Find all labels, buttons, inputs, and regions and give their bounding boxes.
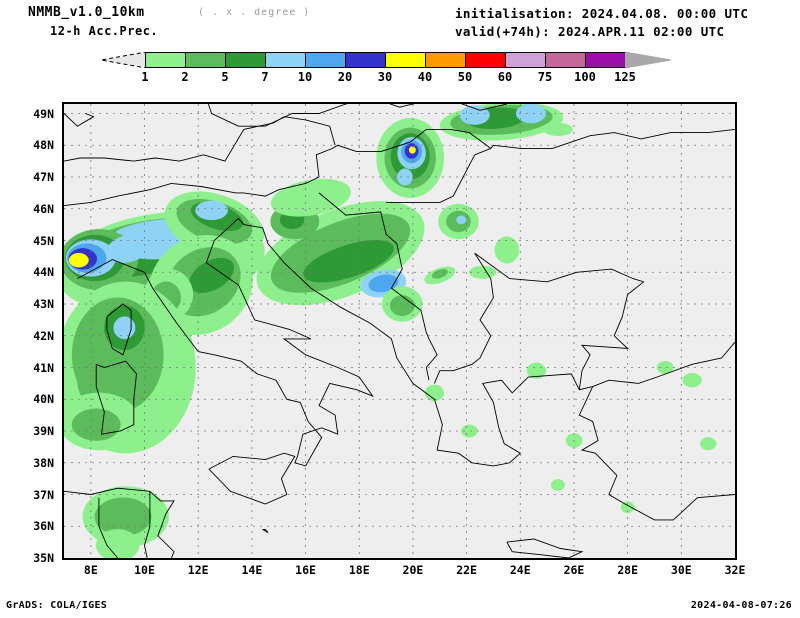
- lat-tick-36N: 36N: [33, 519, 54, 534]
- lat-tick-47N: 47N: [33, 170, 54, 185]
- lon-tick-10E: 10E: [134, 563, 155, 577]
- model-units-label: ( . x . degree ): [198, 7, 311, 18]
- header: NMMB_v1.0_10km ( . x . degree ) 12-h Acc…: [0, 0, 800, 46]
- grads-credit: GrADS: COLA/IGES: [6, 600, 108, 611]
- colorbar-tick-100: 100: [574, 70, 596, 84]
- field-title: 12-h Acc.Prec.: [50, 24, 159, 38]
- lon-tick-14E: 14E: [241, 563, 263, 577]
- colorbar-strip: [145, 52, 627, 68]
- colorbar-over-arrow-icon: [625, 52, 671, 68]
- colorbar-tick-60: 60: [497, 70, 513, 84]
- colorbar-tick-1: 1: [141, 70, 149, 84]
- lon-tick-20E: 20E: [402, 563, 424, 577]
- lat-tick-41N: 41N: [33, 360, 54, 375]
- lat-tick-46N: 46N: [33, 201, 54, 216]
- colorbar-band-5: [346, 53, 386, 67]
- precipitation-colorbar: 1 2 5 7 10 20 30 40 50 60 75 100 125: [0, 50, 800, 86]
- colorbar-tick-5: 5: [221, 70, 229, 84]
- lat-tick-35N: 35N: [33, 551, 54, 565]
- colorbar-band-4: [306, 53, 346, 67]
- lat-tick-44N: 44N: [33, 265, 54, 280]
- lat-tick-37N: 37N: [33, 487, 54, 502]
- lat-tick-38N: 38N: [33, 455, 54, 470]
- initialisation-time: initialisation: 2024.04.08. 00:00 UTC: [455, 6, 749, 21]
- colorbar-tick-2: 2: [181, 70, 189, 84]
- colorbar-tick-7: 7: [261, 70, 269, 84]
- colorbar-band-0: [146, 53, 186, 67]
- colorbar-under-arrow-icon: [101, 52, 146, 68]
- colorbar-band-2: [226, 53, 266, 67]
- lon-tick-12E: 12E: [187, 563, 209, 577]
- colorbar-tick-20: 20: [337, 70, 353, 84]
- lon-tick-30E: 30E: [670, 563, 692, 577]
- lon-tick-18E: 18E: [348, 563, 370, 577]
- lon-tick-24E: 24E: [509, 563, 531, 577]
- colorbar-band-8: [466, 53, 506, 67]
- lon-tick-32E: 32E: [724, 563, 746, 577]
- colorbar-tick-50: 50: [457, 70, 473, 84]
- lon-tick-16E: 16E: [295, 563, 316, 577]
- colorbar-band-10: [546, 53, 586, 67]
- lon-tick-22E: 22E: [456, 563, 477, 577]
- render-timestamp: 2024-04-08-07:26: [690, 600, 792, 611]
- colorbar-band-6: [386, 53, 426, 67]
- colorbar-band-1: [186, 53, 226, 67]
- colorbar-band-11: [586, 53, 626, 67]
- map-plot-area: [62, 102, 737, 560]
- colorbar-band-9: [506, 53, 546, 67]
- valid-time: valid(+74h): 2024.APR.11 02:00 UTC: [455, 24, 725, 39]
- colorbar-band-7: [426, 53, 466, 67]
- lat-tick-49N: 49N: [33, 106, 54, 121]
- lat-tick-42N: 42N: [33, 328, 54, 343]
- lat-tick-39N: 39N: [33, 424, 54, 438]
- lon-tick-8E: 8E: [83, 563, 98, 577]
- colorbar-tick-10: 10: [297, 70, 313, 84]
- model-title: NMMB_v1.0_10km: [28, 5, 145, 20]
- colorbar-tick-40: 40: [417, 70, 433, 84]
- colorbar-tick-75: 75: [537, 70, 553, 84]
- lat-tick-45N: 45N: [33, 233, 54, 248]
- lat-tick-48N: 48N: [33, 138, 54, 153]
- lat-tick-43N: 43N: [33, 297, 54, 311]
- lon-tick-28E: 28E: [617, 563, 639, 577]
- lon-tick-26E: 26E: [563, 563, 585, 577]
- lat-tick-40N: 40N: [33, 392, 54, 407]
- colorbar-tick-30: 30: [377, 70, 393, 84]
- colorbar-band-3: [266, 53, 306, 67]
- precipitation-field: [64, 104, 735, 558]
- colorbar-tick-125: 125: [614, 70, 636, 84]
